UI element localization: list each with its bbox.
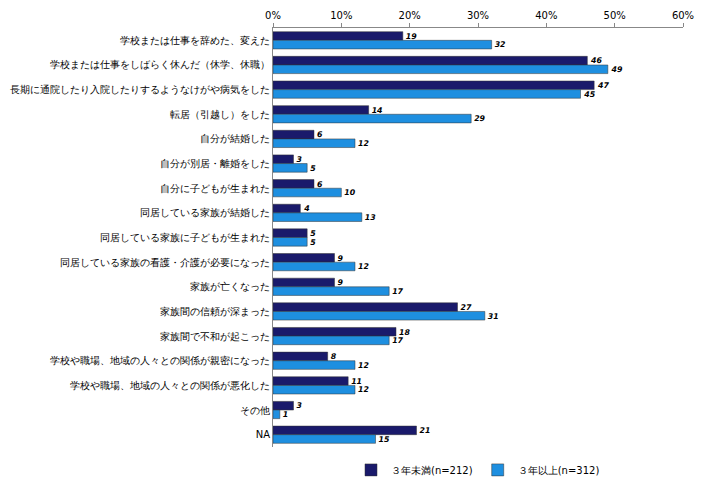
svg-text:31: 31 (488, 312, 499, 321)
svg-text:学校または仕事をしばらく休んだ（休学、休職）: 学校または仕事をしばらく休んだ（休学、休職） (50, 59, 270, 70)
svg-text:自分が結婚した: 自分が結婚した (200, 133, 270, 144)
svg-text:27: 27 (461, 303, 472, 312)
svg-text:17: 17 (392, 287, 403, 296)
svg-text:0%: 0% (265, 10, 281, 21)
svg-text:12: 12 (358, 361, 369, 370)
svg-text:同居している家族が結婚した: 同居している家族が結婚した (140, 207, 270, 218)
svg-text:46: 46 (591, 56, 602, 65)
svg-text:12: 12 (358, 139, 369, 148)
svg-text:29: 29 (474, 114, 485, 123)
svg-text:自分に子どもが生まれた: 自分に子どもが生まれた (160, 183, 270, 194)
svg-text:その他: その他 (240, 405, 270, 416)
svg-text:5: 5 (310, 238, 316, 247)
svg-text:45: 45 (584, 90, 595, 99)
svg-text:20%: 20% (399, 10, 421, 21)
svg-text:4: 4 (304, 204, 309, 213)
svg-text:13: 13 (365, 213, 376, 222)
svg-text:同居している家族に子どもが生まれた: 同居している家族に子どもが生まれた (100, 232, 270, 243)
svg-text:19: 19 (406, 32, 417, 41)
svg-text:9: 9 (338, 278, 344, 287)
svg-text:家族が亡くなった: 家族が亡くなった (190, 281, 270, 292)
svg-text:転居（引越し）をした: 転居（引越し）をした (170, 109, 270, 120)
svg-text:6: 6 (317, 130, 323, 139)
svg-text:14: 14 (372, 106, 383, 115)
svg-text:15: 15 (379, 435, 390, 444)
svg-text:5: 5 (310, 164, 316, 173)
svg-text:3: 3 (297, 401, 302, 410)
svg-text:21: 21 (420, 426, 431, 435)
svg-text:17: 17 (392, 336, 403, 345)
svg-text:家族間の信頼が深まった: 家族間の信頼が深まった (160, 306, 270, 317)
svg-text:9: 9 (338, 254, 344, 263)
svg-text:学校や職場、地域の人々との関係が親密になった: 学校や職場、地域の人々との関係が親密になった (50, 355, 270, 366)
svg-text:6: 6 (317, 180, 323, 189)
svg-text:40%: 40% (535, 10, 557, 21)
svg-text:家族間で不和が起こった: 家族間で不和が起こった (160, 331, 270, 342)
svg-text:NA: NA (256, 429, 270, 440)
svg-text:12: 12 (358, 385, 369, 394)
svg-text:1: 1 (283, 410, 288, 419)
svg-text:50%: 50% (604, 10, 626, 21)
svg-text:8: 8 (331, 352, 337, 361)
svg-text:学校または仕事を辞めた、変えた: 学校または仕事を辞めた、変えた (120, 35, 270, 46)
svg-text:長期に通院したり入院したりするようなけがや病気をした: 長期に通院したり入院したりするようなけがや病気をした (10, 84, 270, 95)
svg-text:30%: 30% (467, 10, 489, 21)
svg-text:47: 47 (598, 81, 609, 90)
svg-text:18: 18 (399, 328, 410, 337)
svg-text:学校や職場、地域の人々との関係が悪化した: 学校や職場、地域の人々との関係が悪化した (70, 380, 270, 391)
svg-text:11: 11 (351, 377, 362, 386)
svg-text:3: 3 (297, 155, 302, 164)
svg-text:10%: 10% (330, 10, 352, 21)
svg-text:32: 32 (495, 40, 506, 49)
svg-text:自分が別居・離婚をした: 自分が別居・離婚をした (160, 158, 270, 169)
svg-text:49: 49 (612, 65, 623, 74)
svg-text:３年以上(n=312): ３年以上(n=312) (518, 465, 600, 476)
svg-text:5: 5 (310, 229, 316, 238)
svg-text:60%: 60% (672, 10, 694, 21)
svg-text:10: 10 (344, 188, 355, 197)
svg-text:３年未満(n=212): ３年未満(n=212) (391, 465, 473, 476)
svg-text:12: 12 (358, 262, 369, 271)
svg-text:同居している家族の看護・介護が必要になった: 同居している家族の看護・介護が必要になった (60, 257, 270, 268)
